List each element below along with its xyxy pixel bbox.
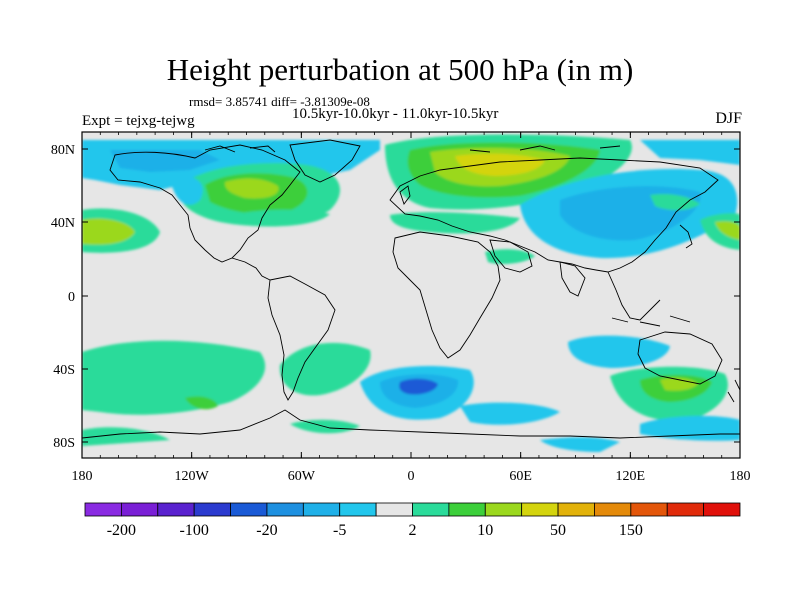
- coast-siberia-islands: [469, 145, 621, 153]
- lon-tick-label: 180: [72, 469, 93, 484]
- north-pacific-positive-inner: [82, 218, 135, 245]
- colorbar-swatch: [484, 502, 523, 517]
- colorbar-swatch: [120, 502, 159, 517]
- coast-antarctica: [82, 409, 740, 439]
- antarctic-positive: [82, 427, 170, 446]
- coast-indonesia: [611, 315, 691, 327]
- colorbar-swatch: [230, 502, 268, 517]
- coast-north-america: [109, 144, 301, 263]
- coast-uk: [399, 185, 411, 205]
- colorbar-swatch: [557, 502, 595, 517]
- height-field: [82, 132, 740, 458]
- lat-tick-label: 40S: [53, 363, 75, 378]
- rmsd-diff-label: rmsd= 3.85741 diff= -3.81309e-08: [189, 94, 370, 109]
- north-pacific-negative: [170, 176, 203, 205]
- southern-pacific-positive-core: [185, 396, 218, 410]
- south-america-positive: [279, 342, 371, 396]
- colorbar-label: 10: [477, 522, 493, 539]
- colorbar-label: -200: [107, 522, 136, 539]
- map-axes: 80N 40N 0 40S 80S 180 120W 60W 0 60E 120E 180: [51, 132, 751, 484]
- east-asia-positive: [650, 194, 700, 211]
- coast-india: [559, 261, 586, 297]
- southern-pacific-positive: [82, 340, 266, 415]
- map-title: Height perturbation at 500 hPa (in m): [166, 52, 634, 87]
- colorbar-swatch: [666, 502, 705, 517]
- lon-tick-label: 180: [730, 469, 751, 484]
- atlantic-positive-streak: [230, 209, 330, 227]
- colorbar-swatch: [412, 502, 450, 517]
- colorbar-swatch: [375, 502, 413, 517]
- coast-greenland: [289, 139, 361, 183]
- season-label: DJF: [715, 110, 742, 127]
- colorbar-swatch: [157, 502, 195, 517]
- lat-tick-label: 80N: [51, 143, 75, 158]
- colorbar-swatch: [84, 502, 122, 517]
- south-indian-positive-core: [660, 377, 698, 391]
- colorbar-swatch: [521, 502, 559, 517]
- coast-new-zealand: [727, 379, 740, 403]
- period-label: 10.5kyr-10.0kyr - 11.0kyr-10.5kyr: [292, 106, 499, 122]
- lon-tick-label: 120W: [175, 469, 210, 484]
- coast-central-america: [231, 257, 271, 281]
- lat-tick-label: 80S: [53, 436, 75, 451]
- eurasia-positive-core: [455, 153, 545, 176]
- coast-southeast-asia: [607, 271, 661, 321]
- lon-tick-label: 120E: [616, 469, 646, 484]
- indian-ocean-negative: [568, 335, 670, 368]
- colorbar: -200 -100 -20 -5 2 10 50 150: [84, 502, 741, 539]
- colorbar-swatch: [339, 502, 377, 517]
- north-america-positive-core: [224, 178, 279, 199]
- coast-arabia: [489, 239, 533, 273]
- coastlines: [82, 139, 740, 439]
- arctic-negative-core: [110, 150, 220, 172]
- colorbar-label: 2: [409, 522, 417, 539]
- lon-tick-label: 60W: [288, 469, 316, 484]
- experiment-label: Expt = tejxg-tejwg: [82, 113, 195, 129]
- lon-tick-label: 0: [408, 469, 415, 484]
- colorbar-label: -100: [180, 522, 209, 539]
- lon-tick-label: 60E: [509, 469, 532, 484]
- colorbar-swatch: [266, 502, 304, 517]
- coast-japan: [679, 224, 693, 249]
- indian-ocean-negative-2: [460, 402, 560, 425]
- colorbar-label: 150: [619, 522, 643, 539]
- coast-arctic-canada: [204, 145, 276, 153]
- coast-australia: [637, 331, 723, 385]
- colorbar-label: -5: [333, 522, 346, 539]
- arctic-neg-right: [640, 140, 740, 165]
- lat-tick-label: 0: [68, 290, 75, 305]
- colorbar-swatch: [630, 502, 668, 517]
- colorbar-label: -20: [256, 522, 277, 539]
- colorbar-swatch: [703, 502, 741, 517]
- colorbar-swatch: [193, 502, 231, 517]
- colorbar-swatch: [594, 502, 632, 517]
- south-atlantic-negative-core: [399, 378, 438, 395]
- lat-tick-label: 40N: [51, 216, 75, 231]
- coast-africa: [392, 231, 501, 359]
- coast-south-america: [267, 275, 336, 401]
- mediterranean-positive: [390, 212, 520, 234]
- colorbar-label: 50: [550, 522, 566, 539]
- colorbar-swatch: [302, 502, 341, 517]
- middle-east-positive: [485, 249, 535, 264]
- colorbar-swatch: [448, 502, 486, 517]
- pacific-right-positive-core: [715, 221, 740, 240]
- antarctic-negative: [540, 437, 620, 452]
- coast-europe-asia: [389, 157, 719, 273]
